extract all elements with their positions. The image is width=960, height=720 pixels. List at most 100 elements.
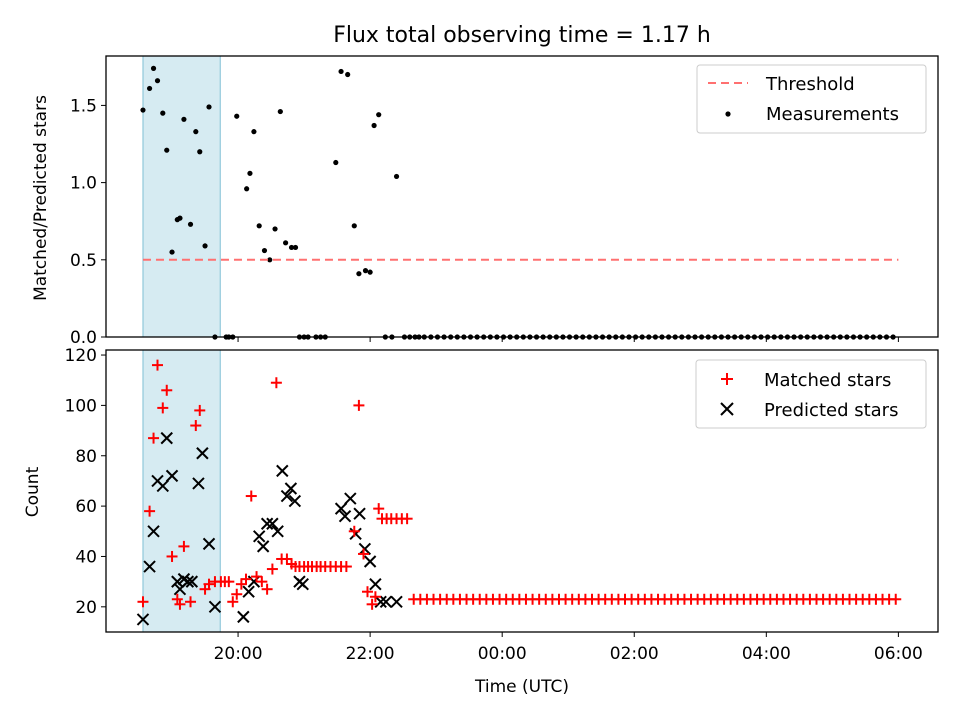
measurement-point xyxy=(202,243,208,249)
matched-star-point xyxy=(373,503,385,515)
measurement-point xyxy=(283,240,289,246)
predicted-cross-b xyxy=(192,477,205,490)
top-y-axis: 0.0 0.5 1.0 1.5 xyxy=(70,96,106,348)
predicted-cross-b xyxy=(280,489,294,503)
predicted-cross-b xyxy=(247,575,261,588)
matched-star-point xyxy=(340,561,352,573)
matched-star-point xyxy=(227,596,239,608)
predicted-star-point xyxy=(260,517,274,530)
bottom-y-tick-label: 120 xyxy=(65,346,97,366)
panel-bottom: 20 40 60 80 100 120 20:00 22:00 00:00 02:00 04:00… xyxy=(23,346,939,697)
predicted-star-point xyxy=(369,577,382,591)
measurement-point xyxy=(187,221,194,227)
bottom-legend-frame xyxy=(695,359,927,429)
predicted-star-point xyxy=(280,489,294,503)
x-tick-label: 00:00 xyxy=(478,644,527,664)
matched-star-point xyxy=(190,420,202,432)
predicted-star-point xyxy=(288,494,302,508)
matched-star-point xyxy=(137,596,149,608)
predicted-star-point xyxy=(390,595,403,608)
x-tick-label: 02:00 xyxy=(610,644,659,664)
predicted-star-point xyxy=(358,542,372,556)
predicted-star-point xyxy=(237,610,250,624)
matched-star-point xyxy=(231,588,243,600)
measurement-point xyxy=(333,159,339,166)
measurement-point xyxy=(150,65,157,71)
measurement-point xyxy=(154,78,161,84)
predicted-cross-b xyxy=(358,542,372,556)
predicted-cross-b xyxy=(185,575,199,588)
predicted-star-point xyxy=(334,502,348,515)
top-legend-frame xyxy=(696,64,927,134)
measurement-point xyxy=(376,112,382,118)
matched-star-point xyxy=(171,593,183,605)
matched-star-point xyxy=(174,598,186,610)
measurement-point xyxy=(247,170,253,176)
predicted-cross-b xyxy=(379,595,393,608)
legend-matched-label: Matched stars xyxy=(764,370,891,391)
measurement-point xyxy=(277,108,283,115)
matched-star-point xyxy=(369,591,381,603)
predicted-cross-b xyxy=(136,613,150,626)
matched-star-point xyxy=(178,540,190,552)
predicted-cross-b xyxy=(276,464,289,478)
matched-star-point xyxy=(223,576,235,588)
predicted-cross-b xyxy=(353,507,366,520)
measurement-point xyxy=(338,68,344,75)
measurement-point xyxy=(367,269,373,275)
predicted-cross-b xyxy=(171,575,184,588)
top-x-axis-ticks xyxy=(237,337,899,342)
predicted-star-point xyxy=(242,585,255,598)
predicted-star-point xyxy=(147,525,160,538)
predicted-star-point xyxy=(202,537,216,551)
predicted-cross-b xyxy=(374,595,387,608)
predicted-cross-b xyxy=(260,517,274,530)
predicted-star-point xyxy=(192,477,205,490)
matched-star-point xyxy=(240,573,252,585)
predicted-star-point xyxy=(284,482,298,495)
predicted-star-point xyxy=(344,492,357,505)
measurement-point xyxy=(244,186,250,192)
predicted-star-point xyxy=(296,577,309,591)
predicted-cross-b xyxy=(181,575,195,588)
matched-star-point xyxy=(251,571,263,583)
top-y-axis-label: Matched/Predicted stars xyxy=(31,95,51,301)
predicted-cross-b xyxy=(266,517,279,530)
predicted-cross-b xyxy=(296,577,309,591)
chart-title: Flux total observing time = 1.17 h xyxy=(333,23,711,48)
bottom-y-tick-label: 60 xyxy=(75,497,97,517)
predicted-cross-b xyxy=(242,585,255,598)
measurement-point xyxy=(371,122,377,129)
measurement-point xyxy=(345,71,351,78)
matched-star-point xyxy=(194,404,206,416)
predicted-star-point xyxy=(256,540,270,553)
measurement-point xyxy=(351,223,357,229)
matched-star-point xyxy=(157,402,169,414)
matched-star-point xyxy=(203,578,215,590)
top-legend: Threshold Measurements xyxy=(696,64,927,134)
predicted-star-point xyxy=(160,431,173,445)
predicted-cross-b xyxy=(177,572,191,586)
predicted-star-point xyxy=(338,509,352,523)
measurement-point xyxy=(267,257,273,263)
bottom-y-tick-label: 40 xyxy=(75,547,97,567)
measurement-point xyxy=(177,215,183,221)
bottom-x-axis: 20:00 22:00 00:00 02:00 04:00 06:00 xyxy=(214,632,923,664)
predicted-star-point xyxy=(363,555,377,568)
measurement-point xyxy=(197,149,203,155)
measurement-point xyxy=(362,268,369,274)
matched-star-point xyxy=(366,598,378,610)
legend-measurements-label: Measurements xyxy=(766,104,899,125)
matched-star-point xyxy=(266,563,278,575)
predicted-cross-b xyxy=(143,560,156,573)
predicted-star-point xyxy=(171,575,184,588)
top-highlight-span xyxy=(142,55,221,338)
predicted-cross-b xyxy=(334,502,348,515)
predicted-cross-b xyxy=(147,525,160,538)
measurement-point xyxy=(169,249,175,255)
predicted-star-point xyxy=(374,595,387,608)
predicted-star-point xyxy=(252,530,266,543)
predicted-cross-b xyxy=(208,600,222,614)
predicted-cross-b xyxy=(390,595,403,608)
top-y-tick-label: 0.0 xyxy=(70,328,97,348)
